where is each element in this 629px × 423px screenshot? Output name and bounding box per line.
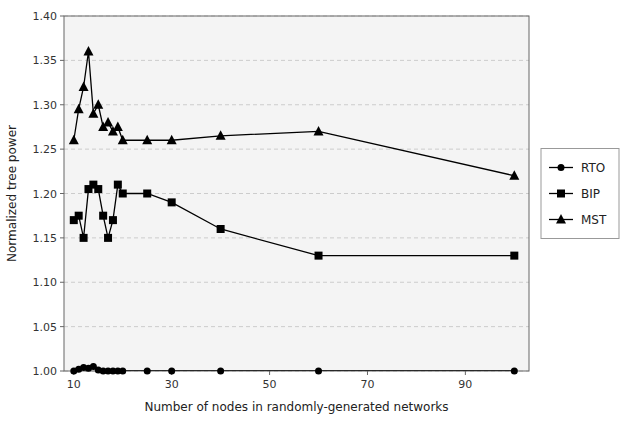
tick-label: 1.10 <box>33 276 58 289</box>
point <box>142 135 152 145</box>
legend-label: BIP <box>581 187 600 201</box>
chart: 1.00 1.05 1.10 1.15 1.20 1.25 1.30 1.35 1.40 10 30… <box>0 0 629 423</box>
grid-line <box>64 237 529 238</box>
grid-line <box>64 326 529 327</box>
tick-label: 50 <box>263 378 277 391</box>
grid-line <box>64 104 529 105</box>
x-axis-label: Number of nodes in randomly-generated ne… <box>144 400 448 414</box>
legend-marker <box>557 190 565 198</box>
point <box>167 135 177 145</box>
series-line <box>74 367 515 371</box>
tick-mark <box>60 326 64 327</box>
tick-label: 1.40 <box>33 10 58 23</box>
point <box>99 212 107 220</box>
series-line <box>74 185 515 256</box>
grid-line <box>64 282 529 283</box>
grid-line <box>64 60 529 61</box>
legend-marker <box>558 164 565 171</box>
tick-mark <box>269 371 270 375</box>
tick-mark <box>60 371 64 372</box>
tick-mark <box>465 371 466 375</box>
tick-label: 70 <box>360 378 374 391</box>
point <box>118 135 128 145</box>
tick-mark <box>60 237 64 238</box>
point <box>315 368 322 375</box>
point <box>113 121 123 131</box>
tick-mark <box>60 193 64 194</box>
point <box>93 99 103 109</box>
point <box>217 225 225 233</box>
point <box>103 117 113 127</box>
tick-mark <box>60 60 64 61</box>
point <box>216 130 226 140</box>
legend: RTO BIP MST <box>541 149 619 239</box>
tick-label: 10 <box>67 378 81 391</box>
tick-label: 1.05 <box>33 321 58 334</box>
grid-line <box>64 149 529 150</box>
point <box>114 181 122 189</box>
point <box>315 252 323 260</box>
tick-label: 1.20 <box>33 188 58 201</box>
point <box>104 234 112 242</box>
tick-label: 30 <box>165 378 179 391</box>
tick-label: 1.35 <box>33 54 58 67</box>
point <box>143 190 151 198</box>
point <box>511 368 518 375</box>
tick-mark <box>60 16 64 17</box>
point <box>168 368 175 375</box>
point <box>74 104 84 114</box>
point <box>217 368 224 375</box>
legend-marker <box>556 214 566 224</box>
tick-label: 1.25 <box>33 143 58 156</box>
tick-mark <box>60 149 64 150</box>
point <box>144 368 151 375</box>
tick-label: 90 <box>458 378 472 391</box>
tick-label: 1.00 <box>33 365 58 378</box>
legend-label: RTO <box>581 161 605 175</box>
tick-mark <box>60 282 64 283</box>
plot-frame <box>64 16 529 371</box>
point <box>94 185 102 193</box>
point <box>83 46 93 56</box>
legend-label: MST <box>581 213 607 227</box>
tick-label: 1.15 <box>33 232 58 245</box>
series-line <box>74 52 515 176</box>
point <box>168 198 176 206</box>
point <box>510 252 518 260</box>
markers <box>69 46 520 375</box>
point <box>314 126 324 136</box>
point <box>88 108 98 118</box>
point <box>80 234 88 242</box>
point <box>75 212 83 220</box>
tick-mark <box>367 371 368 375</box>
point <box>109 216 117 224</box>
legend-box <box>541 149 619 239</box>
tick-mark <box>60 104 64 105</box>
point <box>119 190 127 198</box>
point <box>509 170 519 180</box>
point <box>119 368 126 375</box>
point <box>69 135 79 145</box>
y-axis-label: Normalized tree power <box>5 125 19 262</box>
plot-background <box>64 16 529 371</box>
tick-label: 1.30 <box>33 99 58 112</box>
point <box>79 82 89 92</box>
lines <box>74 52 515 372</box>
